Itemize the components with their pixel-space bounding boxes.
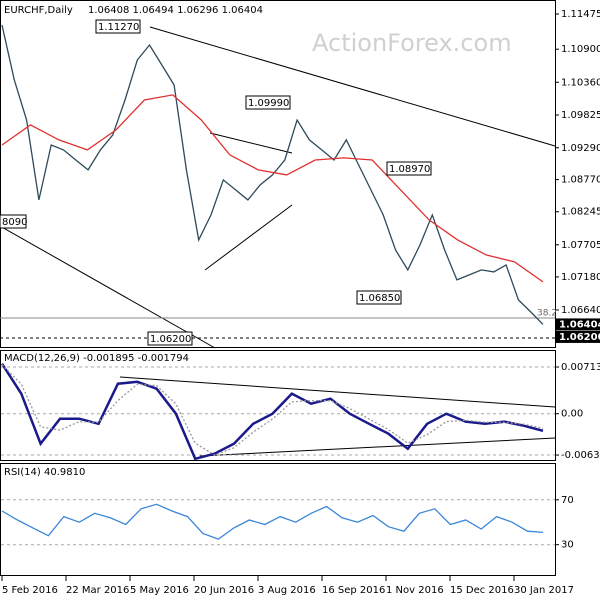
x-tick-label: 15 Dec 2016	[450, 585, 514, 596]
x-tick-label: 22 Mar 2016	[66, 585, 129, 596]
series-line	[1, 503, 544, 540]
x-tick-label: 16 Sep 2016	[322, 585, 385, 596]
y-tick-label: 1.07180	[561, 272, 600, 283]
rsi-title: RSI(14) 40.9810	[4, 467, 85, 478]
y-tick-label: 30	[561, 540, 574, 551]
annotation-box	[245, 95, 291, 110]
series-line	[0, 363, 544, 461]
y-tick-label: 1.10360	[561, 77, 600, 88]
annotation: 1.06850	[359, 293, 400, 304]
y-tick-label: 1.09825	[561, 110, 600, 121]
y-tick-label: 1.08770	[561, 175, 600, 186]
price-box	[556, 318, 600, 331]
y-tick-label: 0.00	[561, 409, 583, 420]
y-tick-label: 0.007131	[561, 362, 600, 373]
x-tick-label: 30 Jan 2017	[514, 585, 574, 596]
annotation-box	[147, 331, 193, 346]
x-tick-label: 3 Aug 2016	[258, 585, 316, 596]
annotation: 8090	[2, 217, 27, 228]
x-tick-label: 1 Nov 2016	[386, 585, 444, 596]
annotation: 1.11270	[98, 22, 139, 33]
y-tick-label: 1.10900	[561, 44, 600, 55]
annotation: 1.09990	[248, 98, 289, 109]
macd-panel	[0, 350, 556, 461]
annotation-box	[95, 19, 141, 34]
x-tick-label: 20 Jun 2016	[194, 585, 254, 596]
price-label: 1.06404	[559, 319, 600, 330]
ohlc-text: 1.06408 1.06494 1.06296 1.06404	[88, 5, 263, 16]
annotation-box	[356, 290, 402, 305]
x-tick-label: 5 May 2016	[130, 585, 189, 596]
price-box	[556, 330, 600, 343]
chart-title: EURCHF,Daily	[4, 5, 73, 16]
annotation: 38.2	[537, 309, 557, 319]
price-label: 1.06200	[559, 332, 600, 343]
y-tick-label: 1.08245	[561, 207, 600, 218]
watermark: ActionForex.com	[312, 29, 512, 57]
y-tick-label: 70	[561, 495, 574, 506]
y-tick-label: 1.11475	[561, 9, 600, 20]
y-tick-label: 1.07705	[561, 240, 600, 251]
rsi-panel	[0, 463, 556, 576]
x-tick-label: 5 Feb 2016	[2, 585, 58, 596]
macd-title: MACD(12,26,9) -0.001895 -0.001794	[4, 353, 189, 364]
annotation: 1.08970	[389, 164, 430, 175]
y-tick-label: -0.006301	[561, 450, 600, 461]
y-tick-label: 1.09290	[561, 143, 600, 154]
trendlines	[0, 26, 556, 457]
price-panel	[0, 0, 556, 348]
annotation-box	[386, 161, 432, 176]
annotation: 1.06200	[150, 334, 191, 345]
y-tick-label: 1.06640	[561, 305, 600, 316]
annotation-box	[0, 214, 27, 229]
plot-layer: 1.11475 1.10900 1.10360 1.09825 1.09290 1.087…	[0, 9, 600, 596]
series-line	[1, 94, 544, 283]
series-line	[1, 24, 544, 325]
series-line	[1, 364, 544, 456]
